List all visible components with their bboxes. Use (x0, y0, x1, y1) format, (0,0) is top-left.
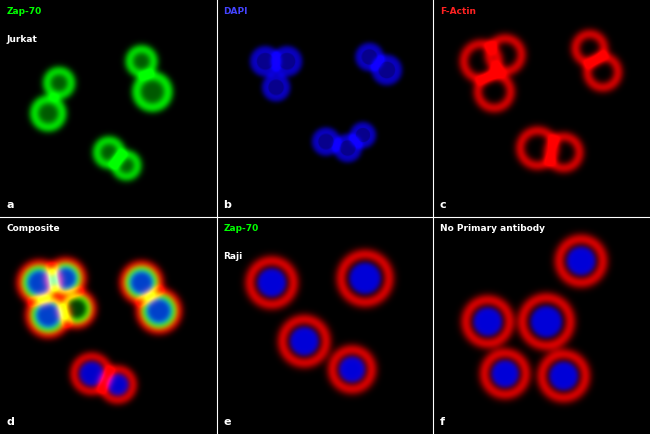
Text: Composite: Composite (6, 224, 60, 233)
Text: No Primary antibody: No Primary antibody (440, 224, 545, 233)
Text: f: f (440, 418, 445, 427)
Text: b: b (223, 201, 231, 210)
Text: c: c (440, 201, 447, 210)
Text: F-Actin: F-Actin (440, 7, 476, 16)
Text: DAPI: DAPI (223, 7, 248, 16)
Text: e: e (223, 418, 231, 427)
Text: Raji: Raji (223, 252, 242, 261)
Text: Zap-70: Zap-70 (223, 224, 259, 233)
Text: Jurkat: Jurkat (6, 35, 38, 44)
Text: d: d (6, 418, 14, 427)
Text: Zap-70: Zap-70 (6, 7, 42, 16)
Text: a: a (6, 201, 14, 210)
